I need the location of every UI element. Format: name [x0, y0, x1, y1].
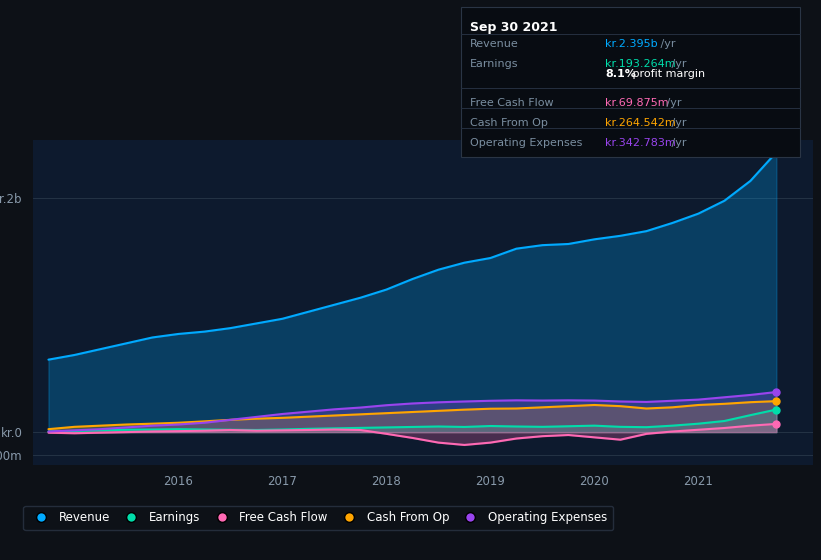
Legend: Revenue, Earnings, Free Cash Flow, Cash From Op, Operating Expenses: Revenue, Earnings, Free Cash Flow, Cash … [23, 506, 613, 530]
Text: Cash From Op: Cash From Op [470, 118, 548, 128]
Text: kr.193.264m: kr.193.264m [605, 59, 676, 68]
Text: Earnings: Earnings [470, 59, 518, 68]
Text: Sep 30 2021: Sep 30 2021 [470, 21, 557, 34]
Text: Free Cash Flow: Free Cash Flow [470, 99, 553, 108]
Text: Revenue: Revenue [470, 39, 518, 49]
Text: kr.69.875m: kr.69.875m [605, 99, 668, 108]
Text: /yr: /yr [668, 118, 686, 128]
Text: profit margin: profit margin [629, 69, 705, 80]
Text: kr.2.395b: kr.2.395b [605, 39, 658, 49]
Text: /yr: /yr [663, 99, 681, 108]
Text: kr.264.542m: kr.264.542m [605, 118, 676, 128]
Text: /yr: /yr [668, 138, 686, 148]
Text: 8.1%: 8.1% [605, 69, 636, 80]
Text: /yr: /yr [668, 59, 686, 68]
Text: kr.342.783m: kr.342.783m [605, 138, 676, 148]
Text: Operating Expenses: Operating Expenses [470, 138, 582, 148]
Text: /yr: /yr [657, 39, 676, 49]
